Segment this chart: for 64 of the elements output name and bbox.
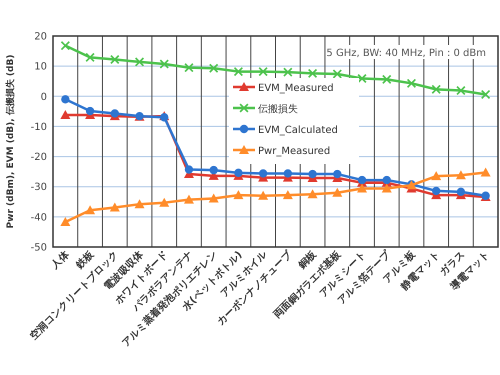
y-tick-label: 20 bbox=[34, 32, 47, 42]
point bbox=[284, 169, 292, 178]
point bbox=[432, 84, 441, 94]
point bbox=[283, 68, 292, 77]
y-tick-label: -40 bbox=[30, 212, 47, 224]
point bbox=[234, 168, 243, 178]
y-tick-label: -10 bbox=[30, 122, 47, 133]
point bbox=[61, 95, 70, 104]
point bbox=[406, 78, 416, 88]
point bbox=[110, 109, 120, 118]
point bbox=[308, 170, 317, 178]
legend-label: 伝搬損失 bbox=[258, 103, 298, 115]
y-axis-title: Pwr (dBm), EVM (dB), 伝搬損失 (dB) bbox=[5, 54, 16, 228]
point bbox=[358, 176, 366, 184]
point bbox=[258, 67, 268, 76]
point bbox=[431, 171, 442, 180]
point bbox=[234, 67, 243, 76]
point bbox=[86, 52, 95, 62]
point bbox=[456, 86, 466, 96]
point bbox=[110, 202, 120, 212]
point bbox=[60, 41, 70, 50]
point bbox=[60, 110, 70, 119]
legend-label: EVM_Calculated bbox=[258, 125, 338, 136]
point bbox=[481, 90, 490, 99]
point bbox=[135, 57, 144, 66]
point bbox=[209, 64, 218, 73]
y-tick-label: -50 bbox=[30, 242, 47, 254]
point bbox=[209, 166, 218, 174]
point bbox=[308, 189, 318, 198]
point bbox=[332, 188, 342, 197]
point bbox=[357, 184, 368, 193]
annotation: 5 GHz, BW: 40 MHz, Pin : 0 dBm bbox=[326, 48, 486, 59]
point bbox=[184, 165, 194, 174]
point bbox=[382, 184, 392, 193]
point bbox=[85, 205, 96, 214]
point bbox=[282, 190, 293, 200]
point bbox=[333, 170, 342, 178]
y-tick-label: -20 bbox=[30, 152, 47, 164]
point bbox=[358, 74, 367, 83]
point bbox=[308, 68, 318, 78]
point bbox=[480, 168, 491, 177]
legend-label: EVM_Measured bbox=[258, 83, 334, 94]
point bbox=[184, 194, 194, 204]
y-tick-label: 10 bbox=[34, 62, 47, 73]
point bbox=[432, 186, 440, 196]
x-tick-label: 人体 bbox=[48, 248, 72, 272]
point bbox=[110, 55, 120, 64]
point bbox=[134, 199, 145, 208]
point bbox=[332, 69, 342, 78]
point bbox=[258, 169, 268, 178]
y-tick-label: 0 bbox=[40, 92, 47, 103]
point bbox=[159, 198, 170, 207]
point bbox=[60, 216, 70, 226]
point bbox=[456, 188, 466, 196]
point bbox=[208, 193, 219, 202]
y-tick-label: -30 bbox=[30, 182, 47, 194]
point bbox=[233, 190, 244, 200]
point bbox=[382, 74, 392, 84]
point bbox=[456, 170, 466, 180]
point bbox=[382, 176, 391, 184]
legend-label: Pwr_Measured bbox=[258, 146, 330, 157]
point bbox=[86, 106, 94, 116]
point bbox=[184, 63, 194, 72]
point bbox=[258, 190, 268, 200]
